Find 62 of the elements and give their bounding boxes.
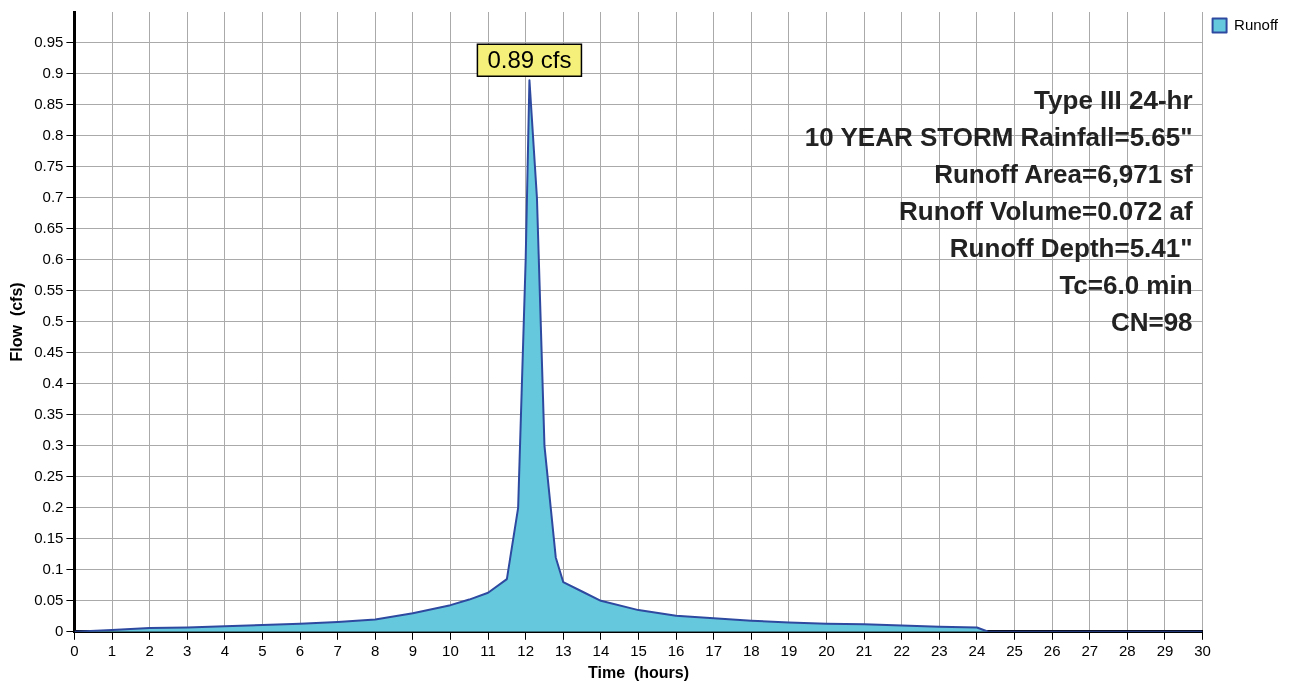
x-tick-label: 26: [1043, 641, 1061, 659]
y-tick-label: 0.15: [34, 528, 64, 546]
y-tick-label: 0.4: [42, 374, 64, 392]
legend-label: Runoff: [1234, 15, 1279, 33]
x-tick-label: 29: [1156, 641, 1174, 659]
y-axis-title: Flow (cfs): [8, 282, 26, 362]
y-tick-label: 0.45: [34, 343, 64, 361]
annotation: Runoff Depth=5.41": [949, 233, 1193, 264]
x-tick-label: 9: [408, 641, 418, 659]
annotation: Runoff Volume=0.072 af: [899, 196, 1193, 227]
x-tick-label: 13: [554, 641, 572, 659]
y-tick-label: 0.6: [42, 250, 64, 268]
x-tick-label: 4: [220, 641, 229, 659]
y-tick-label: 0.95: [34, 33, 64, 51]
x-tick-label: 5: [258, 641, 267, 659]
annotation: Runoff Area=6,971 sf: [934, 159, 1193, 190]
x-axis-title: Time (hours): [587, 663, 690, 681]
x-tick-label: 30: [1194, 641, 1211, 659]
x-tick-label: 3: [183, 641, 192, 659]
annotation: 0.89 cfs: [487, 45, 572, 73]
x-tick-label: 6: [295, 641, 305, 659]
x-tick-label: 14: [592, 641, 610, 659]
x-tick-label: 1: [107, 641, 117, 659]
x-tick-label: 23: [930, 641, 948, 659]
annotation: 10 YEAR STORM Rainfall=5.65": [804, 122, 1193, 153]
y-tick-label: 0.35: [34, 405, 64, 423]
y-tick-label: 0.5: [42, 312, 64, 330]
x-tick-label: 12: [517, 641, 535, 659]
x-tick-label: 20: [818, 641, 835, 659]
x-tick-label: 25: [1006, 641, 1023, 659]
y-tick-label: 0.9: [42, 64, 64, 82]
x-tick-label: 10: [442, 641, 459, 659]
x-tick-label: 18: [742, 641, 760, 659]
x-tick-label: 0: [70, 641, 79, 659]
y-tick-label: 0.25: [34, 466, 64, 484]
x-tick-label: 28: [1119, 641, 1136, 659]
y-tick-label: 0.1: [42, 559, 64, 577]
annotation: Tc=6.0 min: [1059, 270, 1193, 301]
x-tick-label: 2: [145, 641, 154, 659]
y-tick-label: 0.85: [34, 95, 64, 113]
x-tick-label: 17: [705, 641, 723, 659]
y-tick-label: 0.05: [34, 590, 64, 608]
x-tick-label: 22: [893, 641, 911, 659]
y-tick-label: 0.65: [34, 219, 64, 237]
y-tick-label: 0.8: [42, 126, 64, 144]
y-tick-label: 0.55: [34, 281, 64, 299]
annotation: CN=98: [1110, 307, 1193, 338]
x-tick-label: 7: [333, 641, 342, 659]
x-tick-label: 27: [1081, 641, 1099, 659]
y-tick-label: 0.2: [42, 497, 64, 515]
y-tick-label: 0.75: [34, 157, 64, 175]
x-tick-label: 15: [630, 641, 647, 659]
x-tick-label: 8: [371, 641, 380, 659]
annotation: Type III 24-hr: [1034, 85, 1193, 116]
x-tick-label: 11: [480, 641, 496, 659]
x-tick-label: 24: [968, 641, 986, 659]
x-tick-label: 16: [667, 641, 685, 659]
y-tick-label: 0.3: [42, 436, 64, 453]
y-tick-label: 0: [55, 621, 64, 639]
x-tick-label: 21: [855, 641, 873, 659]
x-tick-label: 19: [780, 641, 798, 659]
y-tick-label: 0.7: [42, 188, 64, 206]
